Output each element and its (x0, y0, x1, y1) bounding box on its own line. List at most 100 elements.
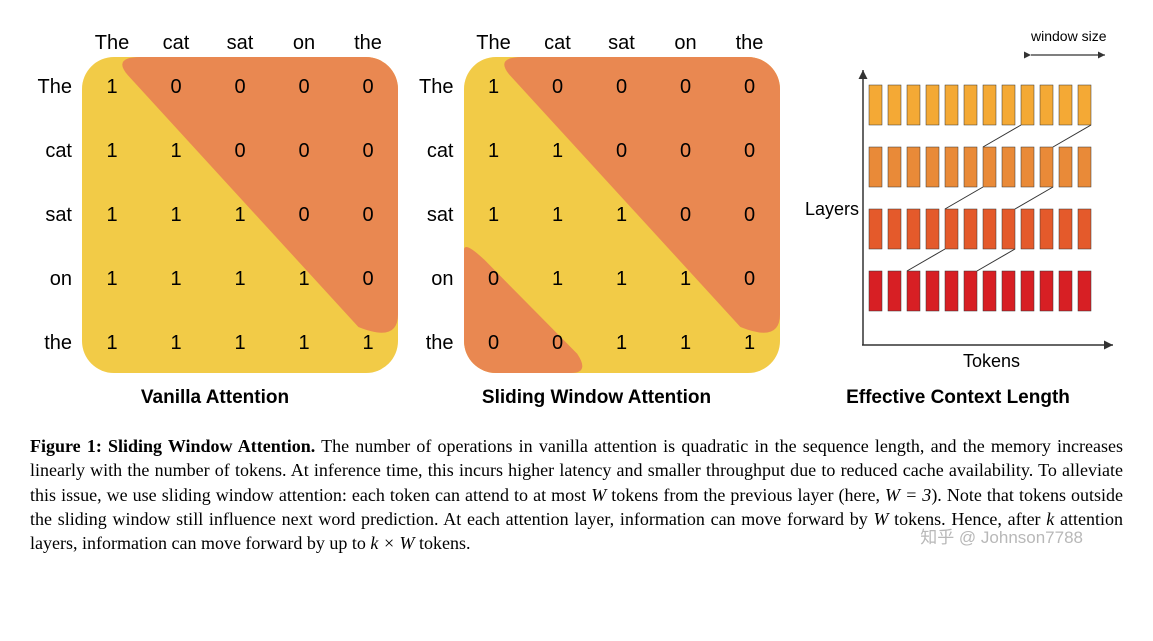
token-label: on (30, 268, 80, 291)
token-label: the (718, 32, 782, 55)
matrix-cell: 1 (462, 119, 526, 183)
matrix-cell: 1 (526, 247, 590, 311)
row-labels: The cat sat on the (412, 55, 462, 375)
matrix-cell: 1 (462, 55, 526, 119)
matrix-cell: 1 (272, 247, 336, 311)
matrix-cell: 1 (654, 311, 718, 375)
matrix-cell: 0 (654, 183, 718, 247)
token-label: The (30, 76, 80, 99)
matrix-cell: 1 (272, 311, 336, 375)
context-diagram: Layers Tokens window size (793, 15, 1123, 375)
matrix-cell: 1 (590, 311, 654, 375)
matrix-cell: 0 (718, 55, 782, 119)
matrix-cell: 1 (654, 247, 718, 311)
matrix-cell: 1 (144, 183, 208, 247)
token-label: cat (412, 140, 462, 163)
matrix-cell: 0 (462, 311, 526, 375)
watermark-text: 知乎 @ Johnson7788 (920, 527, 1083, 550)
matrix-cell: 1 (208, 183, 272, 247)
matrix-cell: 0 (208, 119, 272, 183)
matrix-cell: 0 (336, 55, 400, 119)
sym-W-eq: W = 3 (885, 485, 931, 505)
column-labels: Thecatsatonthe (462, 15, 782, 55)
matrix-cell: 1 (208, 247, 272, 311)
matrix-cell: 1 (526, 183, 590, 247)
caption-text: tokens. (415, 533, 471, 553)
matrix-cell: 1 (718, 311, 782, 375)
matrix-cell: 0 (336, 183, 400, 247)
token-label: cat (144, 32, 208, 55)
token-label: The (412, 76, 462, 99)
matrix-cell: 1 (144, 119, 208, 183)
svg-text:Tokens: Tokens (963, 351, 1020, 371)
token-label: the (336, 32, 400, 55)
token-label: sat (590, 32, 654, 55)
panel-title: Sliding Window Attention (482, 387, 711, 409)
caption-text: tokens. Hence, after (888, 509, 1046, 529)
vanilla-matrix: 1000011000111001111011111 (80, 55, 400, 375)
token-label: the (30, 332, 80, 355)
matrix-cell: 0 (336, 119, 400, 183)
matrix-cell: 1 (144, 311, 208, 375)
matrix-cell: 1 (336, 311, 400, 375)
matrix-cell: 0 (144, 55, 208, 119)
matrix-cell: 0 (590, 119, 654, 183)
panel-title: Vanilla Attention (141, 387, 289, 409)
matrix-cell: 0 (718, 183, 782, 247)
token-label: on (412, 268, 462, 291)
matrix-cell: 0 (718, 247, 782, 311)
svg-text:window size: window size (1030, 28, 1107, 44)
sym-W: W (591, 485, 606, 505)
matrix-cell: 0 (208, 55, 272, 119)
matrix-cell: 1 (80, 55, 144, 119)
token-label: The (80, 32, 144, 55)
matrix-cell: 0 (336, 247, 400, 311)
caption-text: tokens from the previous layer (here, (606, 485, 885, 505)
matrix-cell: 1 (80, 247, 144, 311)
matrix-cell: 1 (590, 247, 654, 311)
token-label: on (272, 32, 336, 55)
column-labels: Thecatsatonthe (80, 15, 400, 55)
matrix-cell: 1 (80, 183, 144, 247)
token-label: cat (526, 32, 590, 55)
row-labels: The cat sat on the (30, 55, 80, 375)
matrix-cell: 0 (462, 247, 526, 311)
caption-label: Figure 1: Sliding Window Attention. (30, 436, 315, 456)
matrix-cell: 1 (462, 183, 526, 247)
sliding-matrix-cells: 1000011000111000111000111 (462, 55, 782, 375)
token-label: sat (30, 204, 80, 227)
matrix-cell: 0 (272, 55, 336, 119)
token-label: The (462, 32, 526, 55)
panel-title: Effective Context Length (846, 387, 1070, 409)
figure-caption: Figure 1: Sliding Window Attention. The … (30, 434, 1123, 555)
matrix-cell: 1 (526, 119, 590, 183)
matrix-cell: 1 (208, 311, 272, 375)
matrix-cell: 1 (80, 119, 144, 183)
matrix-cell: 0 (526, 55, 590, 119)
matrix-cell: 0 (272, 119, 336, 183)
matrix-cell: 0 (654, 119, 718, 183)
matrix-cell: 1 (80, 311, 144, 375)
matrix-cell: 0 (272, 183, 336, 247)
panel-vanilla: Thecatsatonthe Thecatsatonthe 1000011000… (30, 15, 400, 409)
panel-sliding: Thecatsatonthe Thecatsatonthe 1000011000… (412, 15, 782, 409)
matrix-cell: 0 (526, 311, 590, 375)
sym-kW: k × W (370, 533, 414, 553)
token-label: the (412, 332, 462, 355)
matrix-cell: 0 (654, 55, 718, 119)
token-label: on (654, 32, 718, 55)
figure-row: Thecatsatonthe Thecatsatonthe 1000011000… (30, 15, 1123, 409)
vanilla-matrix-cells: 1000011000111001111011111 (80, 55, 400, 375)
token-label: sat (412, 204, 462, 227)
sym-W: W (873, 509, 888, 529)
matrix-cell: 1 (590, 183, 654, 247)
token-label: cat (30, 140, 80, 163)
vanilla-matrix-wrap: Thecatsatonthe Thecatsatonthe 1000011000… (30, 15, 400, 375)
sliding-matrix-wrap: Thecatsatonthe Thecatsatonthe 1000011000… (412, 15, 782, 375)
matrix-cell: 1 (144, 247, 208, 311)
token-label: sat (208, 32, 272, 55)
svg-text:Layers: Layers (805, 199, 859, 219)
matrix-cell: 0 (718, 119, 782, 183)
matrix-cell: 0 (590, 55, 654, 119)
sliding-matrix: 1000011000111000111000111 (462, 55, 782, 375)
